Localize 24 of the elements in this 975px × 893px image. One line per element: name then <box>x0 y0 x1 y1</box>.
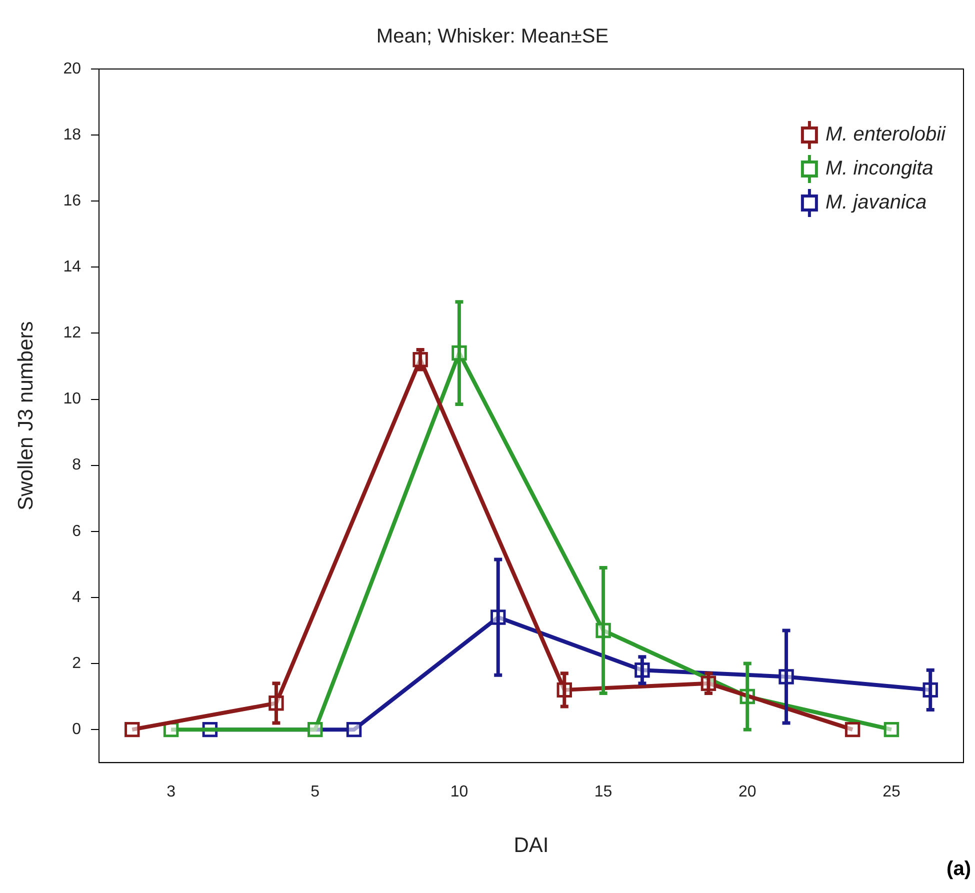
y-tick-label: 2 <box>72 654 82 672</box>
y-tick-label: 6 <box>72 522 82 540</box>
legend-label: M. javanica <box>825 192 927 214</box>
y-tick-label: 16 <box>63 192 82 210</box>
y-tick-label: 18 <box>63 126 82 144</box>
y-axis-title: Swollen J3 numbers <box>14 321 38 510</box>
legend-label: M. incongita <box>825 158 934 180</box>
y-tick-label: 4 <box>72 588 82 606</box>
y-tick-label: 12 <box>63 324 82 342</box>
y-tick-label: 8 <box>72 456 82 474</box>
y-tick-label: 14 <box>63 258 82 276</box>
x-tick-label: 10 <box>450 784 468 801</box>
y-tick-label: 10 <box>63 390 82 408</box>
x-tick-label: 25 <box>882 784 900 801</box>
x-tick-label: 3 <box>166 784 176 801</box>
x-tick-label: 20 <box>738 784 756 801</box>
x-tick-label: 15 <box>594 784 612 801</box>
text: (a) <box>946 858 971 881</box>
x-tick-label: 5 <box>310 784 320 801</box>
legend-label: M. enterolobii <box>825 124 946 146</box>
y-tick-label: 20 <box>63 60 82 78</box>
chart-title: Mean; Whisker: Mean±SE <box>376 26 609 48</box>
y-tick-label: 0 <box>72 720 82 738</box>
x-axis-title: DAI <box>514 834 549 858</box>
